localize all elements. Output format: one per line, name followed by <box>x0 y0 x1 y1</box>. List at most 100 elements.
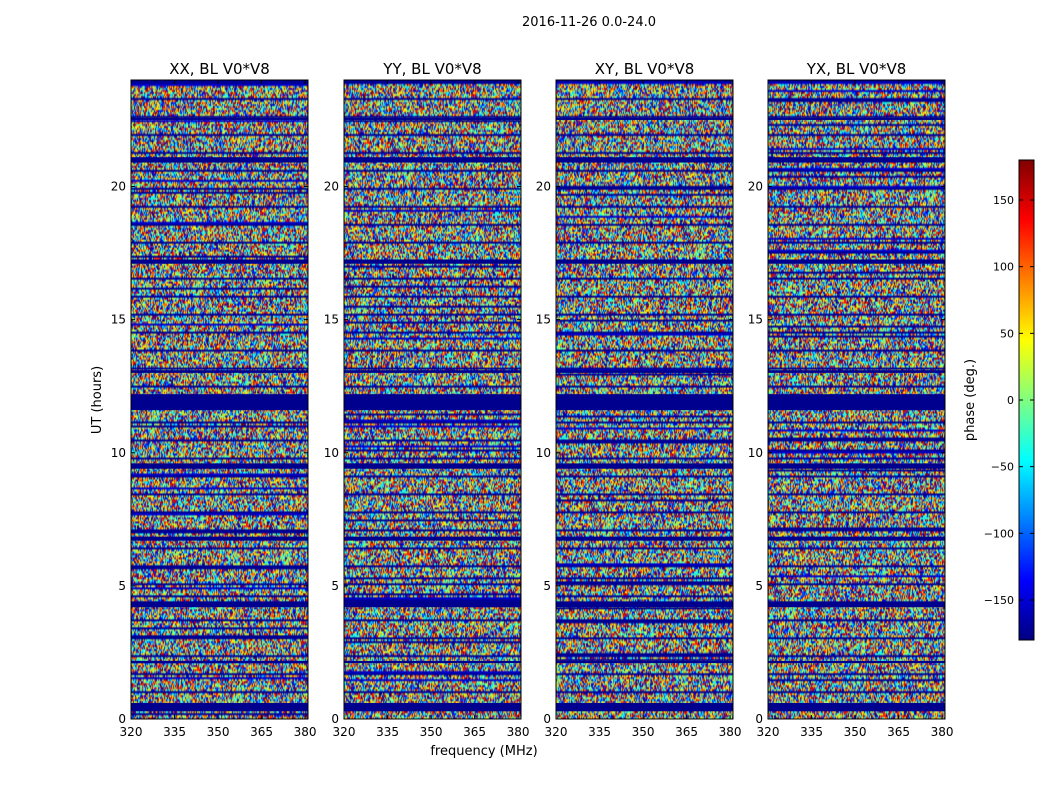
flagged-band <box>768 601 945 608</box>
flagged-band <box>556 660 733 664</box>
flagged-band <box>556 601 733 608</box>
figure-title: 2016-11-26 0.0-24.0 <box>522 15 656 30</box>
x-tick-label: 380 <box>719 725 742 739</box>
flagged-band <box>131 601 308 608</box>
x-tick-label: 320 <box>333 725 356 739</box>
x-axis-label: frequency (MHz) <box>430 744 537 759</box>
x-tick-label: 365 <box>463 725 486 739</box>
y-tick-label: 10 <box>111 446 126 460</box>
flagged-band <box>131 394 308 411</box>
flagged-band <box>344 157 521 163</box>
flagged-band <box>556 703 733 712</box>
flagged-band <box>556 394 733 411</box>
flagged-band <box>131 660 308 664</box>
x-tick-label: 365 <box>250 725 273 739</box>
y-axis-label: UT (hours) <box>90 366 105 434</box>
colorbar-tick-label: 0 <box>1007 394 1014 407</box>
y-tick-label: 0 <box>118 712 126 726</box>
x-tick-label: 320 <box>120 725 143 739</box>
x-tick-label: 320 <box>545 725 568 739</box>
flagged-band <box>768 370 945 373</box>
flagged-band <box>344 259 521 264</box>
flagged-band <box>556 117 733 120</box>
panel-title: XY, BL V0*V8 <box>595 60 695 78</box>
flagged-band <box>344 370 521 373</box>
x-tick-label: 365 <box>887 725 910 739</box>
y-tick-label: 15 <box>536 313 551 327</box>
flagged-band <box>768 536 945 541</box>
colorbar-tick-label: −50 <box>991 461 1014 474</box>
panel-frame <box>343 79 522 720</box>
flagged-band <box>768 117 945 120</box>
y-tick-label: 5 <box>755 579 763 593</box>
y-tick-label: 20 <box>536 180 551 194</box>
x-tick-label: 350 <box>207 725 230 739</box>
panel-2: YY, BL V0*V8 320 335 350 365 380 0 5 10 15 20 <box>324 60 530 739</box>
y-tick-label: 5 <box>543 579 551 593</box>
flagged-band <box>768 259 945 264</box>
flagged-band <box>556 259 733 264</box>
y-tick-label: 10 <box>748 446 763 460</box>
flagged-band <box>768 463 945 469</box>
panel-frame <box>767 79 946 720</box>
y-tick-label: 20 <box>111 180 126 194</box>
flagged-band <box>344 536 521 541</box>
flagged-band <box>768 157 945 163</box>
colorbar-tick-label: −150 <box>984 594 1014 607</box>
panel-4: YX, BL V0*V8 320 335 350 365 380 0 5 10 15 20 <box>748 60 954 739</box>
flagged-band <box>344 117 521 120</box>
x-tick-label: 350 <box>420 725 443 739</box>
colorbar-tick-label: 100 <box>993 261 1014 274</box>
flagged-band <box>556 463 733 469</box>
flagged-band <box>131 463 308 469</box>
flagged-band <box>131 370 308 373</box>
y-tick-label: 10 <box>536 446 551 460</box>
y-tick-label: 0 <box>543 712 551 726</box>
y-tick-label: 20 <box>324 180 339 194</box>
flagged-band <box>131 703 308 712</box>
y-tick-label: 15 <box>748 313 763 327</box>
y-tick-label: 0 <box>755 712 763 726</box>
flagged-band <box>768 703 945 712</box>
panel-frame <box>555 79 734 720</box>
y-tick-label: 10 <box>324 446 339 460</box>
y-tick-label: 5 <box>118 579 126 593</box>
colorbar-tick-label: −100 <box>984 527 1014 540</box>
flagged-band <box>768 394 945 411</box>
colorbar-tick-label: 150 <box>993 194 1014 207</box>
flagged-band <box>131 259 308 264</box>
panel-3: XY, BL V0*V8 320 335 350 365 380 0 5 10 15 20 <box>536 60 742 739</box>
x-tick-label: 380 <box>931 725 954 739</box>
panel-frame <box>130 79 309 720</box>
colorbar-label: phase (deg.) <box>963 359 978 441</box>
y-tick-label: 15 <box>324 313 339 327</box>
x-tick-label: 365 <box>675 725 698 739</box>
y-tick-label: 15 <box>111 313 126 327</box>
flagged-band <box>344 703 521 712</box>
panel-title: YY, BL V0*V8 <box>382 60 481 78</box>
flagged-band <box>344 394 521 411</box>
panel-1: XX, BL V0*V8 320 335 350 365 380 0 5 10 15 20 <box>111 60 317 739</box>
colorbar-tick-label: 50 <box>1000 327 1014 340</box>
x-tick-label: 335 <box>588 725 611 739</box>
flagged-band <box>556 157 733 163</box>
flagged-band <box>131 117 308 120</box>
panel-title: YX, BL V0*V8 <box>806 60 907 78</box>
y-tick-label: 20 <box>748 180 763 194</box>
flagged-band <box>344 463 521 469</box>
flagged-band <box>556 536 733 541</box>
flagged-band <box>344 601 521 608</box>
panels: XX, BL V0*V8 320 335 350 365 380 0 5 10 15 20 YY, B… <box>111 60 954 739</box>
x-tick-label: 350 <box>632 725 655 739</box>
x-tick-label: 380 <box>294 725 317 739</box>
flagged-band <box>556 370 733 373</box>
flagged-band <box>344 660 521 664</box>
x-tick-label: 335 <box>800 725 823 739</box>
flagged-band <box>768 660 945 664</box>
x-tick-label: 320 <box>757 725 780 739</box>
flagged-band <box>131 536 308 541</box>
panel-title: XX, BL V0*V8 <box>169 60 270 78</box>
x-tick-label: 335 <box>376 725 399 739</box>
x-tick-label: 350 <box>844 725 867 739</box>
